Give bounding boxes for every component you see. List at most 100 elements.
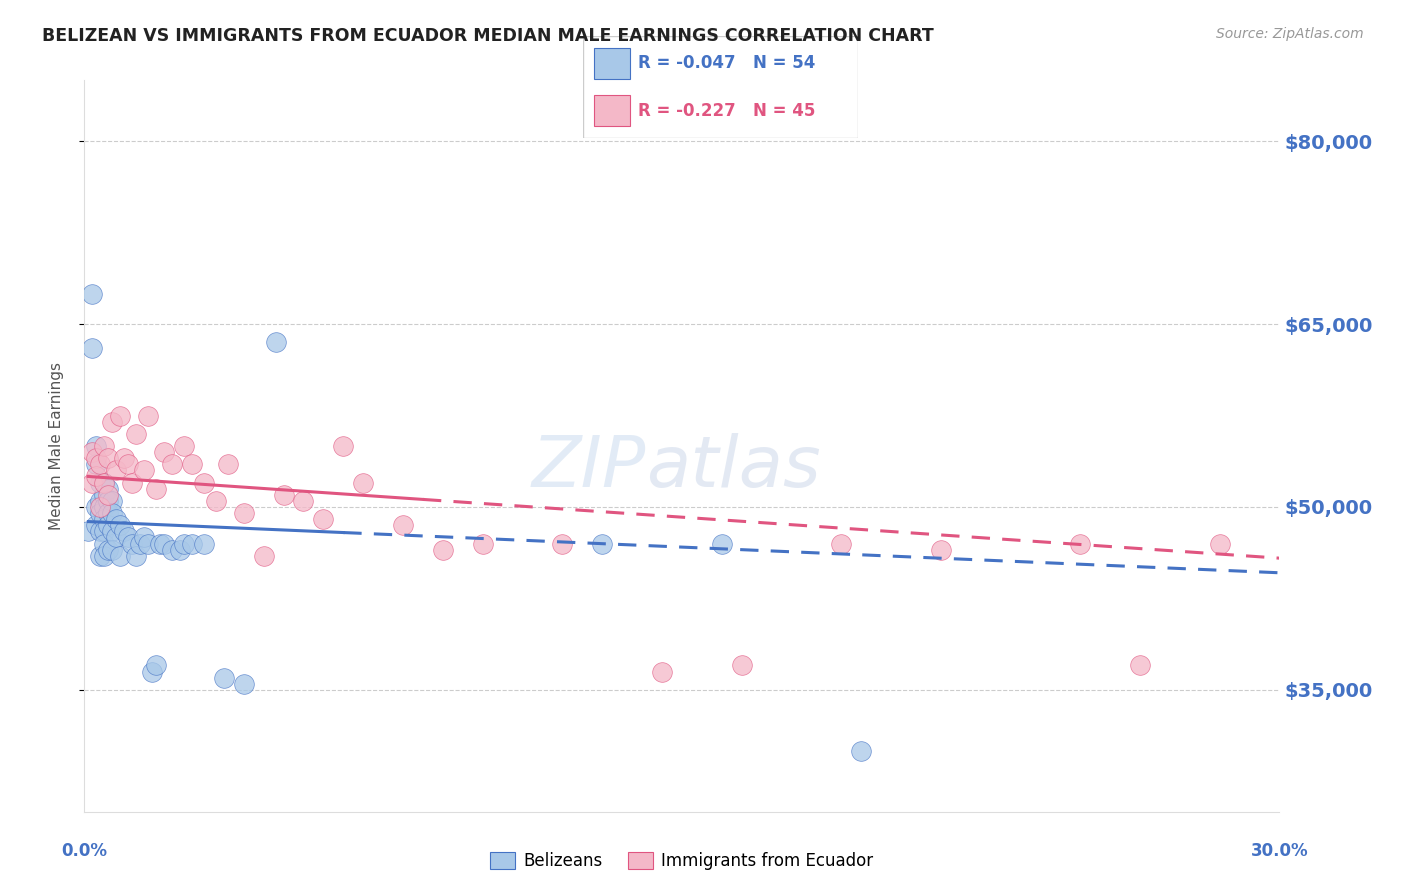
Text: R = -0.227: R = -0.227 bbox=[638, 102, 737, 120]
Point bbox=[97, 451, 120, 466]
Point bbox=[121, 475, 143, 490]
Point bbox=[332, 439, 354, 453]
Point bbox=[212, 671, 235, 685]
Point bbox=[136, 536, 159, 550]
Point bbox=[101, 542, 124, 557]
Point bbox=[89, 457, 111, 471]
Point bbox=[101, 506, 124, 520]
Point bbox=[93, 549, 115, 563]
Point bbox=[93, 524, 115, 539]
Text: ZIP: ZIP bbox=[531, 434, 647, 502]
Point bbox=[86, 457, 108, 471]
Point bbox=[160, 542, 183, 557]
Point bbox=[471, 536, 494, 550]
Point bbox=[101, 524, 124, 539]
Text: atlas: atlas bbox=[647, 434, 821, 502]
Point bbox=[97, 506, 120, 520]
Point bbox=[205, 494, 228, 508]
Text: N = 54: N = 54 bbox=[754, 54, 815, 72]
Point bbox=[117, 530, 139, 544]
Text: BELIZEAN VS IMMIGRANTS FROM ECUADOR MEDIAN MALE EARNINGS CORRELATION CHART: BELIZEAN VS IMMIGRANTS FROM ECUADOR MEDI… bbox=[42, 27, 934, 45]
Point bbox=[93, 475, 115, 490]
Point bbox=[97, 488, 120, 502]
Point bbox=[264, 335, 287, 350]
Point bbox=[86, 439, 108, 453]
Point bbox=[851, 744, 873, 758]
Point bbox=[93, 488, 115, 502]
Point bbox=[82, 286, 104, 301]
Point bbox=[352, 475, 374, 490]
Point bbox=[86, 518, 108, 533]
Y-axis label: Median Male Earnings: Median Male Earnings bbox=[49, 362, 63, 530]
Point bbox=[89, 500, 111, 514]
Point bbox=[112, 524, 135, 539]
Point bbox=[160, 457, 183, 471]
Point bbox=[89, 494, 111, 508]
Point bbox=[97, 518, 120, 533]
Point bbox=[117, 457, 139, 471]
Bar bbox=[595, 95, 630, 126]
Point bbox=[181, 536, 204, 550]
Point bbox=[89, 506, 111, 520]
Text: Source: ZipAtlas.com: Source: ZipAtlas.com bbox=[1216, 27, 1364, 41]
Point bbox=[93, 512, 115, 526]
Point bbox=[110, 518, 132, 533]
Point bbox=[77, 524, 100, 539]
Text: 30.0%: 30.0% bbox=[1251, 842, 1308, 860]
Point bbox=[173, 536, 195, 550]
Point bbox=[97, 542, 120, 557]
Point bbox=[82, 475, 104, 490]
Point bbox=[169, 542, 191, 557]
Point bbox=[121, 536, 143, 550]
Point bbox=[89, 475, 111, 490]
Point bbox=[651, 665, 673, 679]
Point bbox=[93, 536, 115, 550]
Point bbox=[432, 542, 454, 557]
Point bbox=[141, 665, 163, 679]
Point bbox=[830, 536, 852, 550]
Point bbox=[93, 500, 115, 514]
Point bbox=[929, 542, 952, 557]
Point bbox=[181, 457, 204, 471]
Point bbox=[132, 463, 156, 477]
Point bbox=[193, 536, 215, 550]
Point bbox=[153, 536, 176, 550]
Point bbox=[253, 549, 276, 563]
Point bbox=[731, 658, 754, 673]
Point bbox=[105, 530, 128, 544]
Point bbox=[97, 494, 120, 508]
Point bbox=[312, 512, 335, 526]
Text: N = 45: N = 45 bbox=[754, 102, 815, 120]
Point bbox=[86, 469, 108, 483]
Point bbox=[97, 482, 120, 496]
Point bbox=[292, 494, 315, 508]
Point bbox=[145, 658, 167, 673]
Point bbox=[125, 549, 148, 563]
Point bbox=[149, 536, 172, 550]
Point bbox=[101, 494, 124, 508]
Point bbox=[710, 536, 733, 550]
Point bbox=[89, 549, 111, 563]
Text: R = -0.047: R = -0.047 bbox=[638, 54, 735, 72]
Point bbox=[86, 451, 108, 466]
Point bbox=[173, 439, 195, 453]
Point bbox=[105, 463, 128, 477]
Point bbox=[392, 518, 415, 533]
Point bbox=[273, 488, 295, 502]
Point bbox=[232, 506, 254, 520]
Point bbox=[232, 676, 254, 690]
Point bbox=[89, 524, 111, 539]
Point bbox=[129, 536, 152, 550]
Point bbox=[132, 530, 156, 544]
Point bbox=[93, 475, 115, 490]
Point bbox=[82, 445, 104, 459]
Point bbox=[101, 415, 124, 429]
Point bbox=[1069, 536, 1091, 550]
Point bbox=[217, 457, 239, 471]
Legend: Belizeans, Immigrants from Ecuador: Belizeans, Immigrants from Ecuador bbox=[484, 845, 880, 877]
Point bbox=[86, 500, 108, 514]
Point bbox=[1129, 658, 1152, 673]
Point bbox=[82, 342, 104, 356]
Point bbox=[1209, 536, 1232, 550]
Point bbox=[110, 409, 132, 423]
